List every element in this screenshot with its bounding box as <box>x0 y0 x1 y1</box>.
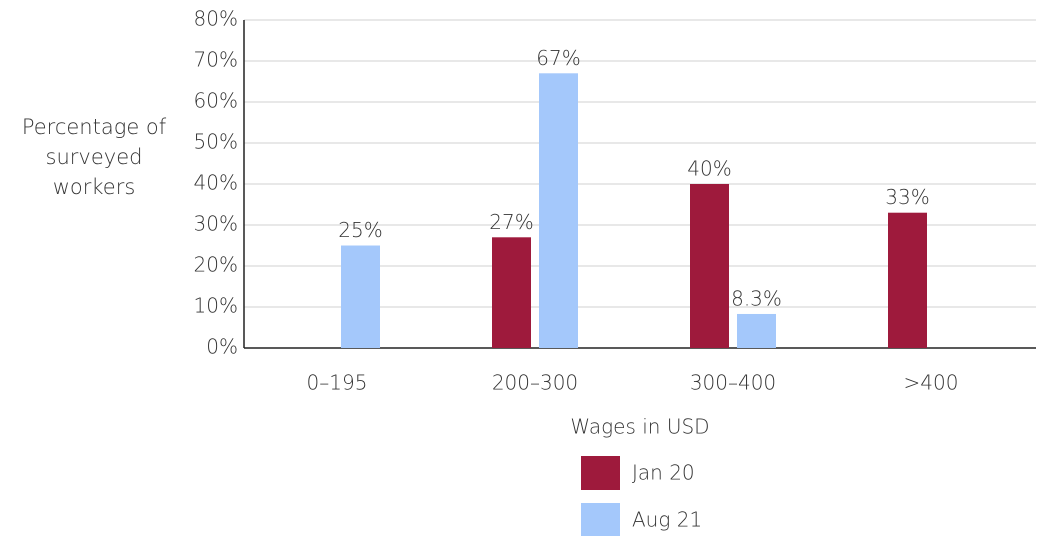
bar <box>690 184 729 348</box>
y-tick-label: 80% <box>194 7 238 31</box>
bar <box>888 212 927 348</box>
x-tick-label: 0–195 <box>307 371 368 395</box>
x-tick-label: >400 <box>904 371 959 395</box>
data-label: 40% <box>687 157 731 181</box>
legend-swatch <box>581 503 620 536</box>
legend-label: Jan 20 <box>632 461 695 485</box>
bar <box>737 313 776 348</box>
y-tick-label: 30% <box>194 212 238 236</box>
x-axis-label: Wages in USD <box>570 415 709 439</box>
legend-label: Aug 21 <box>632 508 702 532</box>
y-tick-label: 40% <box>194 171 238 195</box>
x-tick-label: 300–400 <box>690 371 776 395</box>
bar <box>341 245 380 348</box>
bar <box>492 237 531 348</box>
data-label: 25% <box>338 218 382 242</box>
data-label: 67% <box>536 46 580 70</box>
y-tick-label: 50% <box>194 130 238 154</box>
y-axis-label: Percentage of surveyed workers <box>21 115 167 199</box>
legend-swatch <box>581 456 620 490</box>
data-label: 27% <box>489 210 533 234</box>
y-tick-label: 10% <box>194 294 238 318</box>
y-tick-label: 20% <box>194 253 238 277</box>
y-tick-label: 60% <box>194 89 238 113</box>
data-label: 33% <box>885 185 929 209</box>
y-tick-label: 70% <box>194 48 238 72</box>
bar <box>539 73 578 349</box>
y-tick-label: 0% <box>206 335 238 359</box>
x-tick-label: 200–300 <box>492 371 578 395</box>
data-label: 8.3% <box>731 286 782 310</box>
